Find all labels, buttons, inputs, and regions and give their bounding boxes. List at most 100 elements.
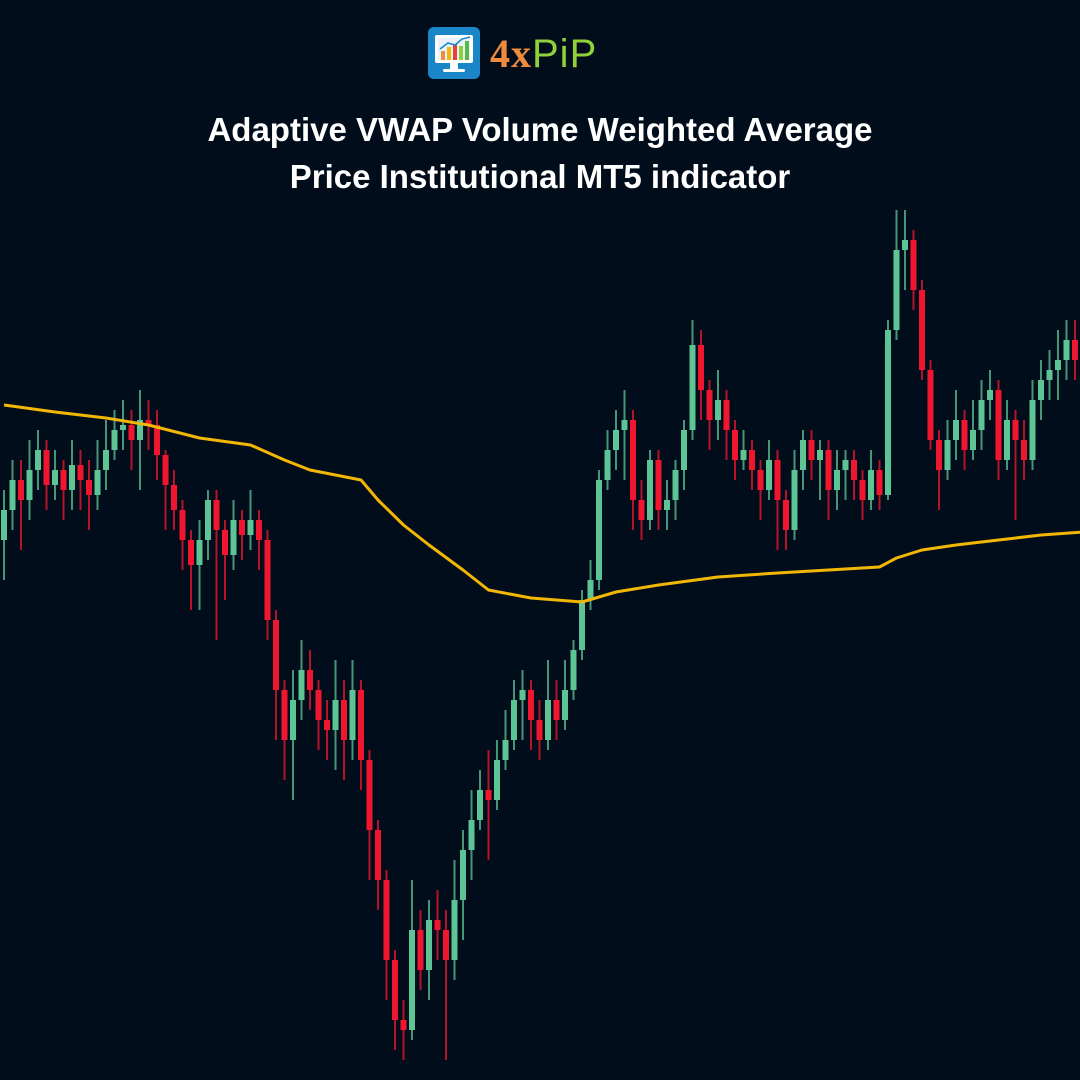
bearish-candle (1012, 410, 1019, 520)
candle-body (1055, 360, 1061, 370)
bullish-candle (230, 500, 237, 570)
bullish-candle (1055, 330, 1061, 400)
bearish-candle (749, 440, 755, 490)
candle-body (944, 440, 951, 470)
candle-body (621, 420, 628, 430)
bullish-candle (596, 470, 602, 590)
candle-body (349, 690, 356, 740)
candle-body (230, 520, 237, 555)
bearish-candle (528, 680, 534, 750)
bearish-candle (995, 380, 1002, 480)
candle-body (936, 440, 942, 470)
bearish-candle (698, 330, 704, 420)
candle-body (247, 520, 254, 535)
candle-body (579, 600, 585, 650)
bearish-candle (358, 680, 364, 790)
bullish-candle (332, 660, 339, 770)
bearish-candle (910, 230, 917, 310)
candle-body (77, 465, 84, 480)
bearish-candle (264, 530, 271, 640)
bullish-candle (902, 210, 908, 290)
bearish-candle (77, 450, 84, 510)
bearish-candle (485, 750, 492, 860)
bearish-candle (188, 530, 194, 610)
candle-body (468, 820, 475, 850)
brand-logo: 4xPiP (428, 27, 597, 79)
candle-body (281, 690, 288, 740)
candle-body (69, 465, 75, 490)
bullish-candle (1, 490, 7, 580)
bearish-candle (1072, 320, 1078, 380)
candle-body (570, 650, 577, 690)
candle-body (502, 740, 509, 760)
bearish-candle (936, 430, 942, 510)
bullish-candle (689, 320, 696, 440)
bearish-candle (324, 700, 330, 760)
candle-body (1012, 420, 1019, 440)
candle-body (757, 470, 764, 490)
candle-body (868, 470, 874, 500)
candle-body (417, 930, 424, 970)
candle-body (825, 450, 832, 490)
bearish-candle (919, 280, 925, 380)
bullish-candle (120, 400, 126, 450)
candle-body (222, 530, 228, 555)
bullish-candle (205, 490, 211, 560)
bearish-candle (927, 360, 934, 450)
brand-wordmark: 4xPiP (490, 30, 598, 76)
monitor-chart-icon (428, 27, 480, 79)
candle-body (213, 500, 220, 530)
candle-body (460, 850, 466, 900)
bullish-candle (1029, 380, 1036, 470)
candle-body (434, 920, 441, 930)
bearish-candle (222, 520, 228, 600)
candle-body (647, 460, 653, 520)
candle-body (375, 830, 381, 880)
bearish-candle (638, 480, 645, 540)
candle-body (876, 470, 883, 495)
bullish-candle (800, 430, 806, 490)
bullish-candle (944, 420, 951, 480)
candle-body (332, 700, 339, 730)
candle-body (536, 720, 543, 740)
candle-body (800, 440, 806, 470)
candle-body (723, 400, 730, 430)
bearish-candle (400, 1000, 407, 1060)
candle-body (94, 470, 101, 495)
bearish-candle (281, 680, 288, 780)
candle-body (1063, 340, 1070, 360)
bullish-candle (613, 410, 619, 470)
bearish-candle (706, 380, 713, 450)
bearish-candle (43, 440, 50, 510)
bullish-candle (349, 660, 356, 760)
candle-body (927, 370, 934, 440)
candle-body (851, 460, 857, 480)
candle-body (1029, 400, 1036, 460)
page-title: Adaptive VWAP Volume Weighted Average Pr… (0, 106, 1080, 200)
candle-body (987, 390, 993, 400)
bullish-candle (953, 390, 959, 460)
candle-body (919, 290, 925, 370)
bullish-candle (460, 830, 466, 940)
candle-body (885, 330, 891, 495)
bearish-candle (655, 450, 662, 530)
candle-body (596, 480, 602, 580)
candle-body (749, 450, 755, 470)
candle-body (26, 470, 33, 500)
bullish-candle (502, 710, 509, 770)
bearish-candle (876, 460, 883, 510)
candle-body (400, 1020, 407, 1030)
candle-body (519, 690, 526, 700)
bullish-candle (1004, 400, 1010, 470)
candle-body (664, 500, 670, 510)
candle-body (1072, 340, 1078, 360)
bullish-candle (519, 670, 526, 740)
candle-body (910, 240, 917, 290)
bearish-candle (162, 450, 169, 530)
candle-body (630, 420, 636, 500)
candle-body (842, 460, 849, 470)
bullish-candle (587, 560, 594, 610)
bearish-candle (179, 500, 186, 570)
candle-body (766, 460, 772, 490)
